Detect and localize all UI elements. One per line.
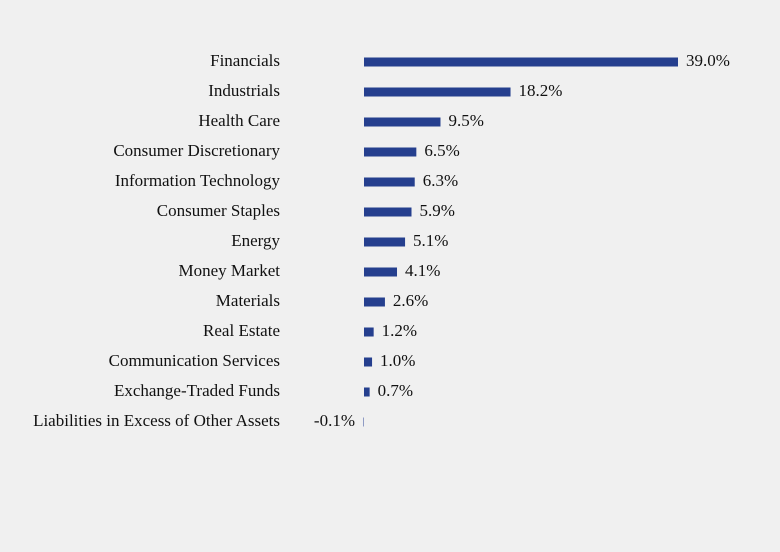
bar	[364, 207, 412, 217]
category-label: Materials	[216, 291, 280, 310]
value-label: 6.5%	[424, 141, 459, 160]
bar	[364, 57, 678, 67]
value-label: 6.3%	[423, 171, 458, 190]
bar	[363, 417, 364, 427]
bar	[364, 297, 385, 307]
category-label: Liabilities in Excess of Other Assets	[33, 411, 280, 430]
value-label: 5.1%	[413, 231, 448, 250]
value-label: -0.1%	[314, 411, 355, 430]
bar	[364, 237, 406, 247]
category-label: Financials	[210, 51, 280, 70]
bar	[364, 147, 417, 157]
value-label: 1.2%	[382, 321, 417, 340]
category-label: Consumer Discretionary	[113, 141, 280, 160]
category-label: Real Estate	[203, 321, 280, 340]
bar	[364, 327, 374, 337]
value-label: 18.2%	[519, 81, 563, 100]
category-label: Money Market	[178, 261, 280, 280]
value-label: 9.5%	[448, 111, 483, 130]
value-label: 4.1%	[405, 261, 440, 280]
category-label: Communication Services	[109, 351, 280, 370]
bar	[364, 267, 398, 277]
category-label: Health Care	[198, 111, 280, 130]
bar	[364, 117, 441, 127]
category-label: Energy	[231, 231, 280, 250]
category-label: Information Technology	[115, 171, 281, 190]
bar	[364, 357, 373, 367]
value-label: 1.0%	[380, 351, 415, 370]
value-label: 2.6%	[393, 291, 428, 310]
value-label: 5.9%	[420, 201, 455, 220]
bar	[364, 87, 511, 97]
value-label: 0.7%	[378, 381, 413, 400]
value-label: 39.0%	[686, 51, 730, 70]
bar	[364, 177, 415, 187]
category-label: Industrials	[208, 81, 280, 100]
bar	[364, 387, 370, 397]
category-label: Consumer Staples	[157, 201, 280, 220]
category-label: Exchange-Traded Funds	[114, 381, 280, 400]
